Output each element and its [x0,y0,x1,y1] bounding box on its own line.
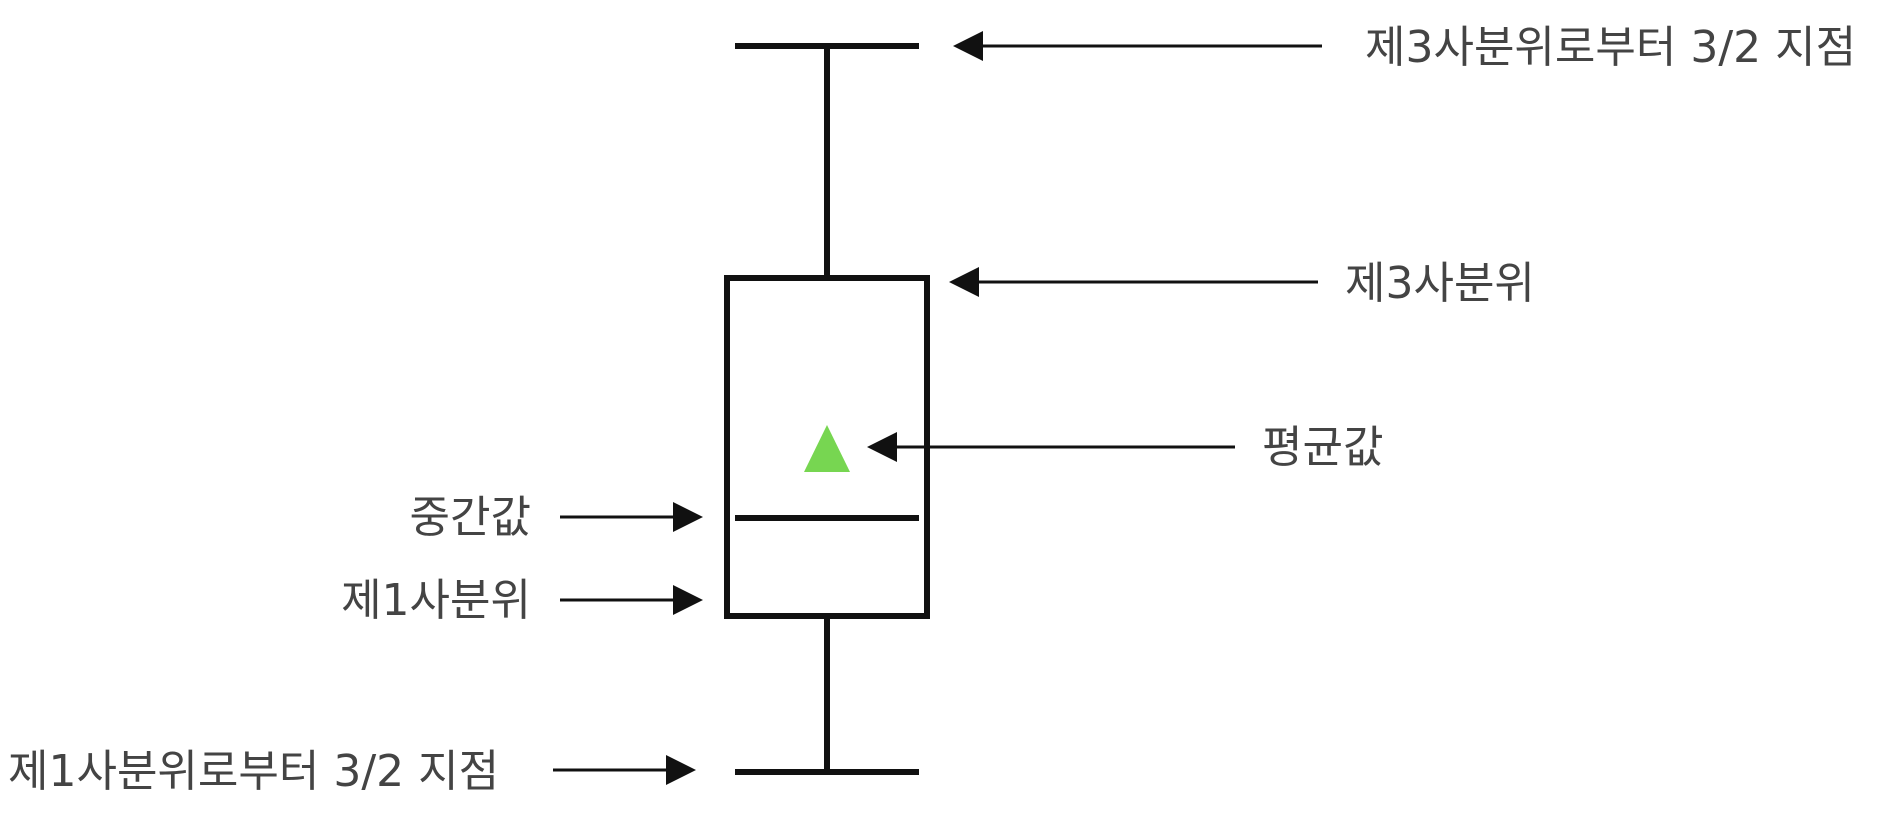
label-upper-whisker: 제3사분위로부터 3/2 지점 [1365,22,1856,73]
label-mean: 평균값 [1262,422,1383,473]
mean-marker-triangle-icon [804,425,850,472]
label-q3: 제3사분위 [1345,258,1535,309]
annotation-labels: 제3사분위로부터 3/2 지점 제3사분위 평균값 중간값 제1사분위 제1사분… [8,22,1856,797]
annotation-arrows [553,31,1322,785]
boxplot [724,43,930,775]
label-median: 중간값 [410,492,531,543]
label-lower-whisker: 제1사분위로부터 3/2 지점 [8,746,499,797]
label-q1: 제1사분위 [341,575,531,626]
